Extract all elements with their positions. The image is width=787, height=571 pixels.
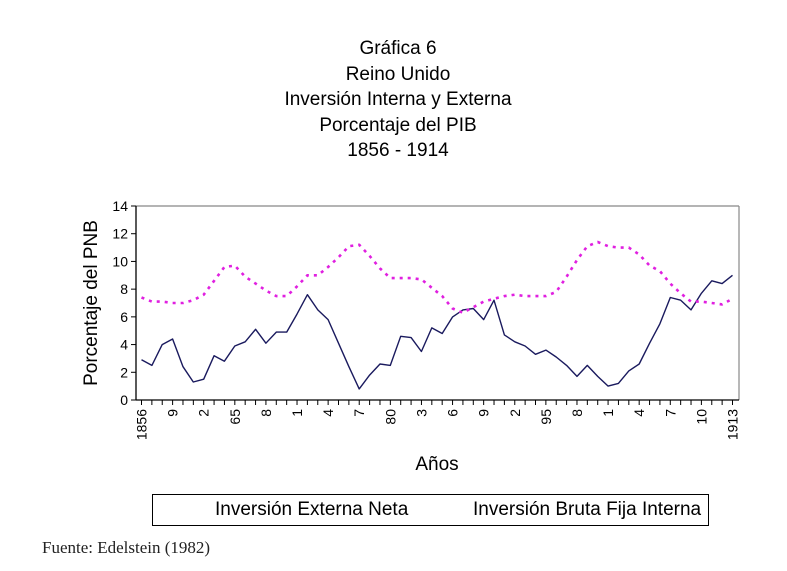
series-line-external-investment xyxy=(141,274,733,390)
y-axis-label: Porcentaje del PNB xyxy=(81,220,102,386)
title-line-2: Reino Unido xyxy=(345,63,451,85)
y-tick-label: 4 xyxy=(120,337,128,353)
x-tick-label: 3 xyxy=(413,409,429,417)
title-line-5: 1856 - 1914 xyxy=(347,140,449,161)
x-axis-label: Años xyxy=(415,454,458,475)
x-tick-label: 9 xyxy=(165,409,181,417)
x-tick-label: 6 xyxy=(445,409,461,417)
x-tick-label: 1 xyxy=(289,409,305,417)
y-tick-label: 2 xyxy=(120,364,128,380)
x-tick-label: 80 xyxy=(382,409,398,425)
x-tick-label: 9 xyxy=(476,409,492,417)
x-tick-label: 1 xyxy=(600,409,616,417)
y-tick-label: 0 xyxy=(120,392,128,408)
legend-label-internal: Inversión Bruta Fija Interna xyxy=(473,499,702,520)
legend-label-external: Inversión Externa Neta xyxy=(215,499,409,520)
x-tick-label: 4 xyxy=(320,409,336,417)
x-tick-label: 7 xyxy=(351,409,367,417)
y-tick-label: 8 xyxy=(120,281,128,297)
x-tick-label: 2 xyxy=(196,409,212,417)
x-tick-label: 2 xyxy=(507,409,523,417)
y-axis: 0 2 4 6 8 10 12 14 xyxy=(112,198,137,408)
series-layer xyxy=(141,240,734,390)
x-tick-label: 8 xyxy=(258,409,274,417)
x-tick-label: 10 xyxy=(693,409,709,425)
x-tick-label: 65 xyxy=(227,409,243,425)
y-tick-label: 14 xyxy=(112,198,128,214)
x-axis: 1856 9 2 65 8 1 4 7 80 3 6 9 2 95 8 1 4 7 10 1913 xyxy=(134,399,741,440)
y-tick-label: 12 xyxy=(112,226,128,242)
legend: Inversión Externa Neta Inversión Bruta F… xyxy=(152,494,709,526)
y-tick-label: 6 xyxy=(120,309,128,325)
x-tick-label: 7 xyxy=(662,409,678,417)
series-line-internal-investment xyxy=(141,240,734,315)
source-note: Fuente: Edelstein (1982) xyxy=(42,538,211,557)
x-tick-label: 1856 xyxy=(134,409,150,440)
plot-frame xyxy=(136,205,740,400)
x-tick-label: 8 xyxy=(569,409,585,417)
x-tick-label: 4 xyxy=(631,409,647,417)
title-line-1: Gráfica 6 xyxy=(359,38,437,59)
x-tick-label: 1913 xyxy=(725,409,741,440)
title-line-4: Porcentaje del PIB xyxy=(319,114,477,136)
title-line-3: Inversión Interna y Externa xyxy=(284,89,512,110)
y-tick-label: 10 xyxy=(112,253,128,269)
chart-title: Gráfica 6 Reino Unido Inversión Interna … xyxy=(0,36,787,164)
x-tick-label: 95 xyxy=(538,409,554,425)
